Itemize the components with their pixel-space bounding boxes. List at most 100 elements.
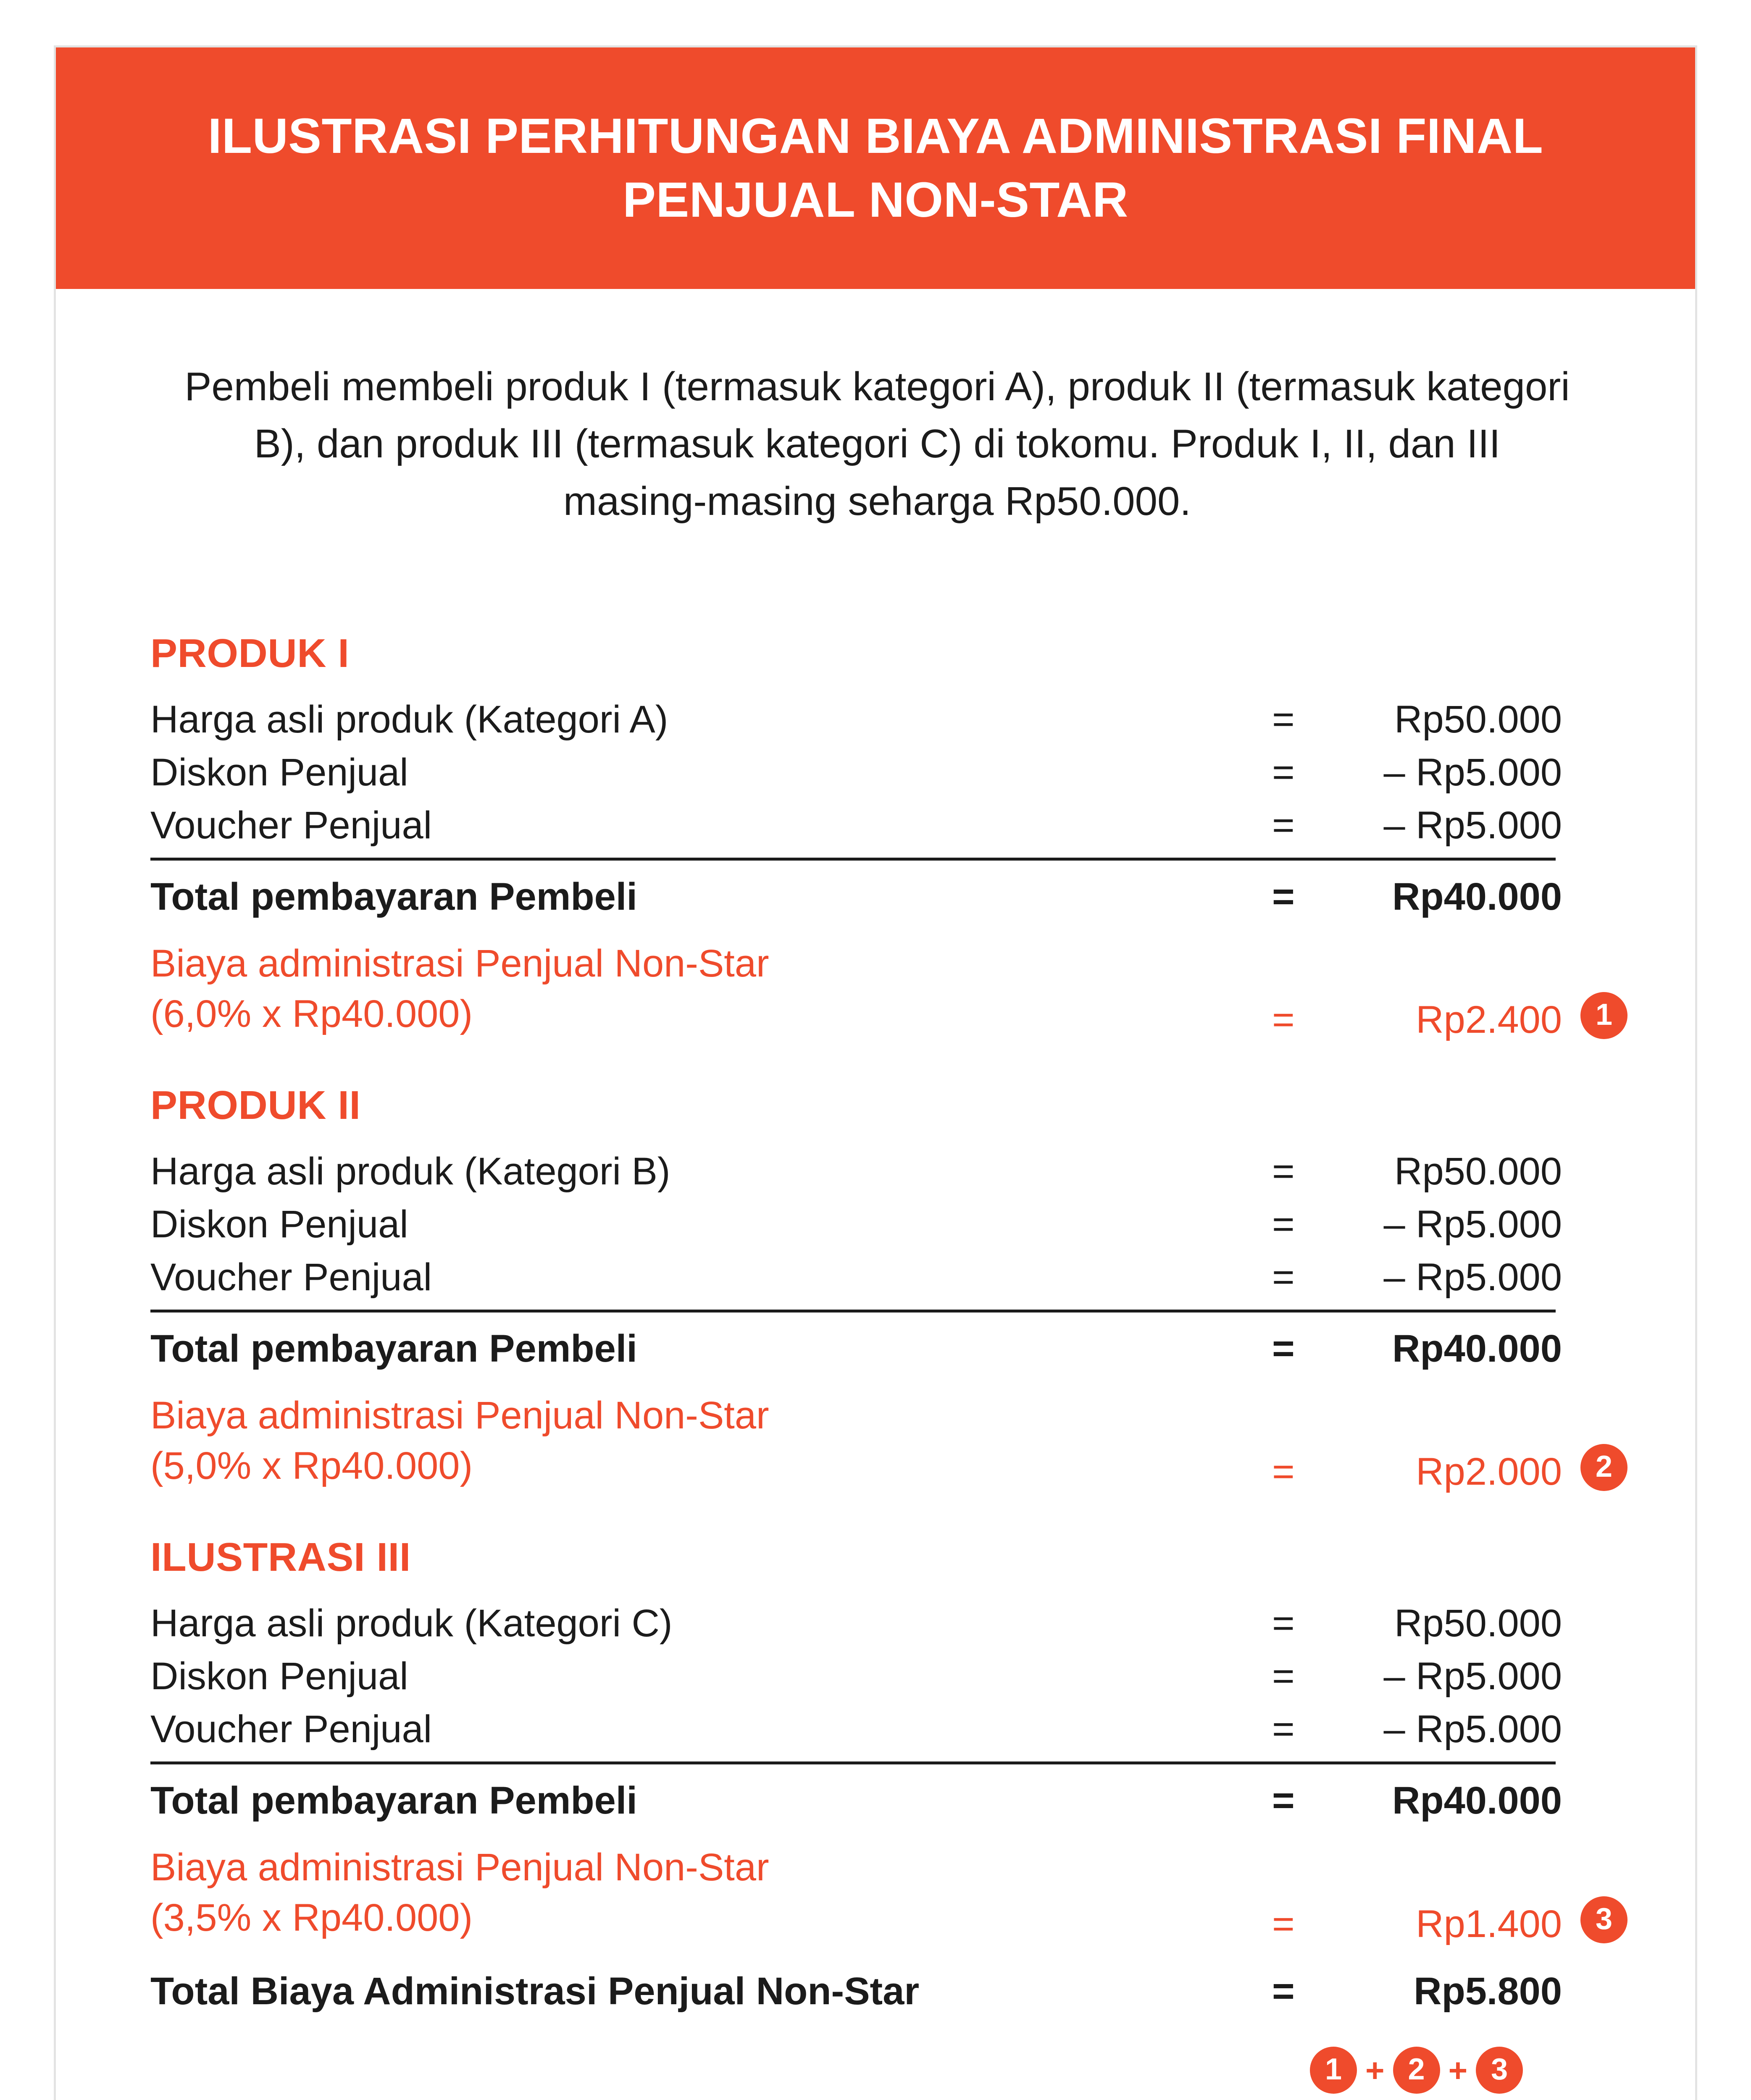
total-row: Total pembayaran Pembeli = Rp40.000 xyxy=(150,861,1650,929)
fee-row: Biaya administrasi Penjual Non-Star (6,0%… xyxy=(150,929,1650,1042)
total-row: Total pembayaran Pembeli = Rp40.000 xyxy=(150,1312,1650,1381)
fee-label-line-2: (3,5% x Rp40.000) xyxy=(150,1896,473,1939)
sum-badge-2: 2 xyxy=(1393,2046,1440,2094)
step-badge-3: 3 xyxy=(1580,1896,1627,1943)
row-label: Voucher Penjual xyxy=(150,804,432,847)
row-label: Diskon Penjual xyxy=(150,1203,408,1246)
sum-formula: 1 + 2 + 3 xyxy=(150,2046,1650,2094)
fee-value: Rp2.000 xyxy=(1416,1450,1562,1494)
fee-label-line-1: Biaya administrasi Penjual Non-Star xyxy=(150,942,769,985)
total-equals: = xyxy=(1272,1327,1295,1370)
row-equals: = xyxy=(1272,1655,1295,1698)
calculation-body: PRODUK I Harga asli produk (Kategori A) … xyxy=(150,633,1650,2094)
fee-label: Biaya administrasi Penjual Non-Star (6,0%… xyxy=(150,939,1272,1039)
fee-equals: = xyxy=(1272,1902,1295,1945)
section-spacer xyxy=(150,1494,1650,1537)
row-value: – Rp5.000 xyxy=(1383,751,1562,794)
fee-value: Rp2.400 xyxy=(1416,998,1562,1042)
table-row: Diskon Penjual = – Rp5.000 xyxy=(150,1198,1650,1251)
sum-badge-1: 1 xyxy=(1310,2046,1357,2094)
section-ilustrasi-3: ILUSTRASI III Harga asli produk (Kategor… xyxy=(150,1537,1650,1945)
row-label: Voucher Penjual xyxy=(150,1708,432,1751)
grand-total-label: Total Biaya Administrasi Penjual Non-Sta… xyxy=(150,1969,920,2013)
intro-paragraph: Pembeli membeli produk I (termasuk kateg… xyxy=(184,364,1570,524)
fee-label-line-2: (6,0% x Rp40.000) xyxy=(150,992,473,1035)
row-equals: = xyxy=(1272,1150,1295,1193)
row-equals: = xyxy=(1272,804,1295,847)
total-value: Rp40.000 xyxy=(1392,1779,1562,1822)
table-row: Voucher Penjual = – Rp5.000 xyxy=(150,1251,1650,1304)
row-equals: = xyxy=(1272,1602,1295,1645)
row-value: – Rp5.000 xyxy=(1383,1708,1562,1751)
fee-label: Biaya administrasi Penjual Non-Star (3,5%… xyxy=(150,1843,1272,1943)
row-value: Rp50.000 xyxy=(1394,1150,1562,1193)
fee-label-line-2: (5,0% x Rp40.000) xyxy=(150,1444,473,1487)
row-value: – Rp5.000 xyxy=(1383,1655,1562,1698)
row-value: – Rp5.000 xyxy=(1383,1203,1562,1246)
row-label: Harga asli produk (Kategori C) xyxy=(150,1602,673,1645)
step-badge-2: 2 xyxy=(1580,1444,1627,1491)
header-banner: ILUSTRASI PERHITUNGAN BIAYA ADMINISTRASI… xyxy=(56,47,1695,289)
row-equals: = xyxy=(1272,698,1295,741)
fee-label-line-1: Biaya administrasi Penjual Non-Star xyxy=(150,1394,769,1437)
row-equals: = xyxy=(1272,1256,1295,1299)
row-value: Rp50.000 xyxy=(1394,698,1562,741)
row-divider xyxy=(150,1761,1556,1765)
row-label: Harga asli produk (Kategori A) xyxy=(150,698,668,741)
row-label: Voucher Penjual xyxy=(150,1256,432,1299)
table-row: Voucher Penjual = – Rp5.000 xyxy=(150,1703,1650,1756)
total-label: Total pembayaran Pembeli xyxy=(150,875,637,918)
grand-total-value: Rp5.800 xyxy=(1414,1969,1562,2013)
table-row: Diskon Penjual = – Rp5.000 xyxy=(150,1650,1650,1703)
page-title: ILUSTRASI PERHITUNGAN BIAYA ADMINISTRASI… xyxy=(208,105,1543,231)
row-label: Diskon Penjual xyxy=(150,751,408,794)
section-spacer xyxy=(150,1042,1650,1085)
page-title-line-1: ILUSTRASI PERHITUNGAN BIAYA ADMINISTRASI… xyxy=(208,108,1543,164)
section-title: PRODUK II xyxy=(150,1083,361,1128)
total-equals: = xyxy=(1272,1779,1295,1822)
fee-row: Biaya administrasi Penjual Non-Star (5,0%… xyxy=(150,1381,1650,1494)
step-badge-1: 1 xyxy=(1580,992,1627,1040)
section-title: PRODUK I xyxy=(150,631,350,676)
fee-equals: = xyxy=(1272,998,1295,1042)
table-row: Harga asli produk (Kategori C) = Rp50.00… xyxy=(150,1597,1650,1650)
plus-sign-1: + xyxy=(1365,2051,1385,2089)
row-value: – Rp5.000 xyxy=(1383,1256,1562,1299)
row-divider xyxy=(150,858,1556,861)
total-equals: = xyxy=(1272,875,1295,918)
row-label: Harga asli produk (Kategori B) xyxy=(150,1150,670,1193)
illustration-card: ILUSTRASI PERHITUNGAN BIAYA ADMINISTRASI… xyxy=(54,45,1697,2100)
row-value: – Rp5.000 xyxy=(1383,804,1562,847)
section-produk-2: PRODUK II Harga asli produk (Kategori B)… xyxy=(150,1085,1650,1494)
fee-row: Biaya administrasi Penjual Non-Star (3,5%… xyxy=(150,1832,1650,1945)
table-row: Voucher Penjual = – Rp5.000 xyxy=(150,799,1650,852)
total-value: Rp40.000 xyxy=(1392,875,1562,918)
table-row: Harga asli produk (Kategori A) = Rp50.00… xyxy=(150,693,1650,746)
row-value: Rp50.000 xyxy=(1394,1602,1562,1645)
fee-label: Biaya administrasi Penjual Non-Star (5,0%… xyxy=(150,1391,1272,1491)
grand-total-equals: = xyxy=(1272,1969,1295,2013)
sum-badge-3: 3 xyxy=(1476,2046,1523,2094)
row-equals: = xyxy=(1272,1708,1295,1751)
total-value: Rp40.000 xyxy=(1392,1327,1562,1370)
total-label: Total pembayaran Pembeli xyxy=(150,1779,637,1822)
fee-value: Rp1.400 xyxy=(1416,1902,1562,1945)
row-badge-slot: 2 xyxy=(1562,1444,1646,1491)
row-label: Diskon Penjual xyxy=(150,1655,408,1698)
plus-sign-2: + xyxy=(1448,2051,1468,2089)
fee-label-line-1: Biaya administrasi Penjual Non-Star xyxy=(150,1846,769,1889)
row-badge-slot: 1 xyxy=(1562,992,1646,1040)
row-divider xyxy=(150,1310,1556,1313)
total-label: Total pembayaran Pembeli xyxy=(150,1327,637,1370)
section-produk-1: PRODUK I Harga asli produk (Kategori A) … xyxy=(150,633,1650,1042)
grand-total-row: Total Biaya Administrasi Penjual Non-Sta… xyxy=(150,1946,1650,2015)
row-equals: = xyxy=(1272,751,1295,794)
fee-equals: = xyxy=(1272,1450,1295,1494)
row-equals: = xyxy=(1272,1203,1295,1246)
total-row: Total pembayaran Pembeli = Rp40.000 xyxy=(150,1764,1650,1832)
table-row: Diskon Penjual = – Rp5.000 xyxy=(150,746,1650,799)
section-title: ILUSTRASI III xyxy=(150,1535,411,1580)
row-badge-slot: 3 xyxy=(1562,1896,1646,1943)
page-title-line-2: PENJUAL NON-STAR xyxy=(623,172,1128,228)
